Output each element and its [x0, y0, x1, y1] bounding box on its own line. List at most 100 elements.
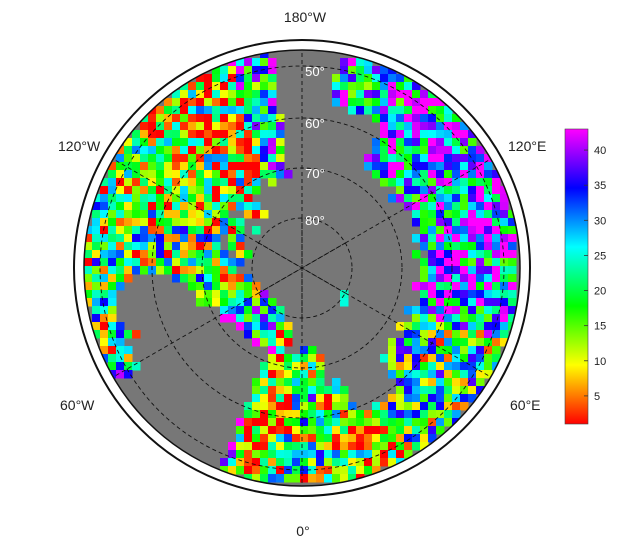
data-cell — [460, 154, 469, 163]
data-cell — [252, 338, 261, 347]
data-cell — [404, 386, 413, 395]
data-cell — [428, 290, 437, 299]
data-cell — [388, 114, 397, 123]
data-cell — [500, 298, 509, 307]
data-cell — [396, 338, 405, 347]
data-cell — [460, 362, 469, 371]
data-cell — [268, 314, 277, 323]
data-cell — [268, 90, 277, 99]
data-cell — [444, 226, 453, 235]
data-cell — [228, 258, 237, 267]
data-cell — [468, 130, 477, 139]
data-cell — [100, 234, 109, 243]
data-cell — [236, 90, 245, 99]
data-cell — [316, 394, 325, 403]
data-cell — [444, 106, 453, 115]
data-cell — [116, 354, 125, 363]
data-cell — [100, 346, 109, 355]
data-cell — [292, 354, 301, 363]
data-cell — [188, 114, 197, 123]
data-cell — [460, 258, 469, 267]
data-cell — [260, 58, 269, 67]
data-cell — [124, 178, 133, 187]
data-cell — [372, 82, 381, 91]
data-cell — [364, 458, 373, 467]
data-cell — [340, 386, 349, 395]
data-cell — [92, 330, 101, 339]
data-cell — [124, 346, 133, 355]
data-cell — [188, 242, 197, 251]
data-cell — [460, 290, 469, 299]
data-cell — [356, 66, 365, 75]
data-cell — [244, 130, 253, 139]
data-cell — [292, 426, 301, 435]
data-cell — [204, 178, 213, 187]
data-cell — [148, 162, 157, 171]
data-cell — [380, 106, 389, 115]
data-cell — [268, 386, 277, 395]
data-cell — [164, 138, 173, 147]
data-cell — [436, 418, 445, 427]
data-cell — [212, 146, 221, 155]
data-cell — [180, 210, 189, 219]
data-cell — [244, 250, 253, 259]
data-cell — [124, 234, 133, 243]
data-cell — [492, 266, 501, 275]
data-cell — [244, 466, 253, 475]
data-cell — [260, 378, 269, 387]
data-cell — [404, 130, 413, 139]
data-cell — [124, 154, 133, 163]
data-cell — [444, 114, 453, 123]
data-cell — [92, 210, 101, 219]
data-cell — [436, 106, 445, 115]
data-cell — [228, 186, 237, 195]
data-cell — [236, 442, 245, 451]
data-cell — [484, 282, 493, 291]
data-cell — [420, 234, 429, 243]
data-cell — [132, 138, 141, 147]
data-cell — [444, 178, 453, 187]
data-cell — [220, 290, 229, 299]
data-cell — [196, 162, 205, 171]
data-cell — [364, 434, 373, 443]
data-cell — [396, 194, 405, 203]
data-cell — [236, 154, 245, 163]
data-cell — [228, 450, 237, 459]
data-cell — [508, 306, 517, 315]
data-cell — [300, 410, 309, 419]
data-cell — [380, 410, 389, 419]
data-cell — [116, 242, 125, 251]
data-cell — [268, 410, 277, 419]
data-cell — [228, 138, 237, 147]
data-cell — [468, 178, 477, 187]
data-cell — [268, 362, 277, 371]
data-cell — [148, 146, 157, 155]
data-cell — [236, 282, 245, 291]
data-cell — [212, 162, 221, 171]
data-cell — [268, 146, 277, 155]
data-cell — [244, 282, 253, 291]
data-cell — [204, 290, 213, 299]
data-cell — [452, 274, 461, 283]
data-cell — [484, 186, 493, 195]
data-cell — [212, 298, 221, 307]
data-cell — [132, 170, 141, 179]
data-cell — [196, 194, 205, 203]
data-cell — [108, 354, 117, 363]
data-cell — [388, 458, 397, 467]
data-cell — [276, 410, 285, 419]
data-cell — [292, 362, 301, 371]
data-cell — [92, 234, 101, 243]
data-cell — [124, 186, 133, 195]
data-cell — [268, 330, 277, 339]
lon-label-120w: 120°W — [58, 138, 101, 154]
data-cell — [380, 130, 389, 139]
data-cell — [324, 442, 333, 451]
data-cell — [412, 402, 421, 411]
data-cell — [476, 202, 485, 211]
data-cell — [308, 402, 317, 411]
data-cell — [380, 354, 389, 363]
data-cell — [236, 170, 245, 179]
data-cell — [196, 218, 205, 227]
data-cell — [460, 170, 469, 179]
